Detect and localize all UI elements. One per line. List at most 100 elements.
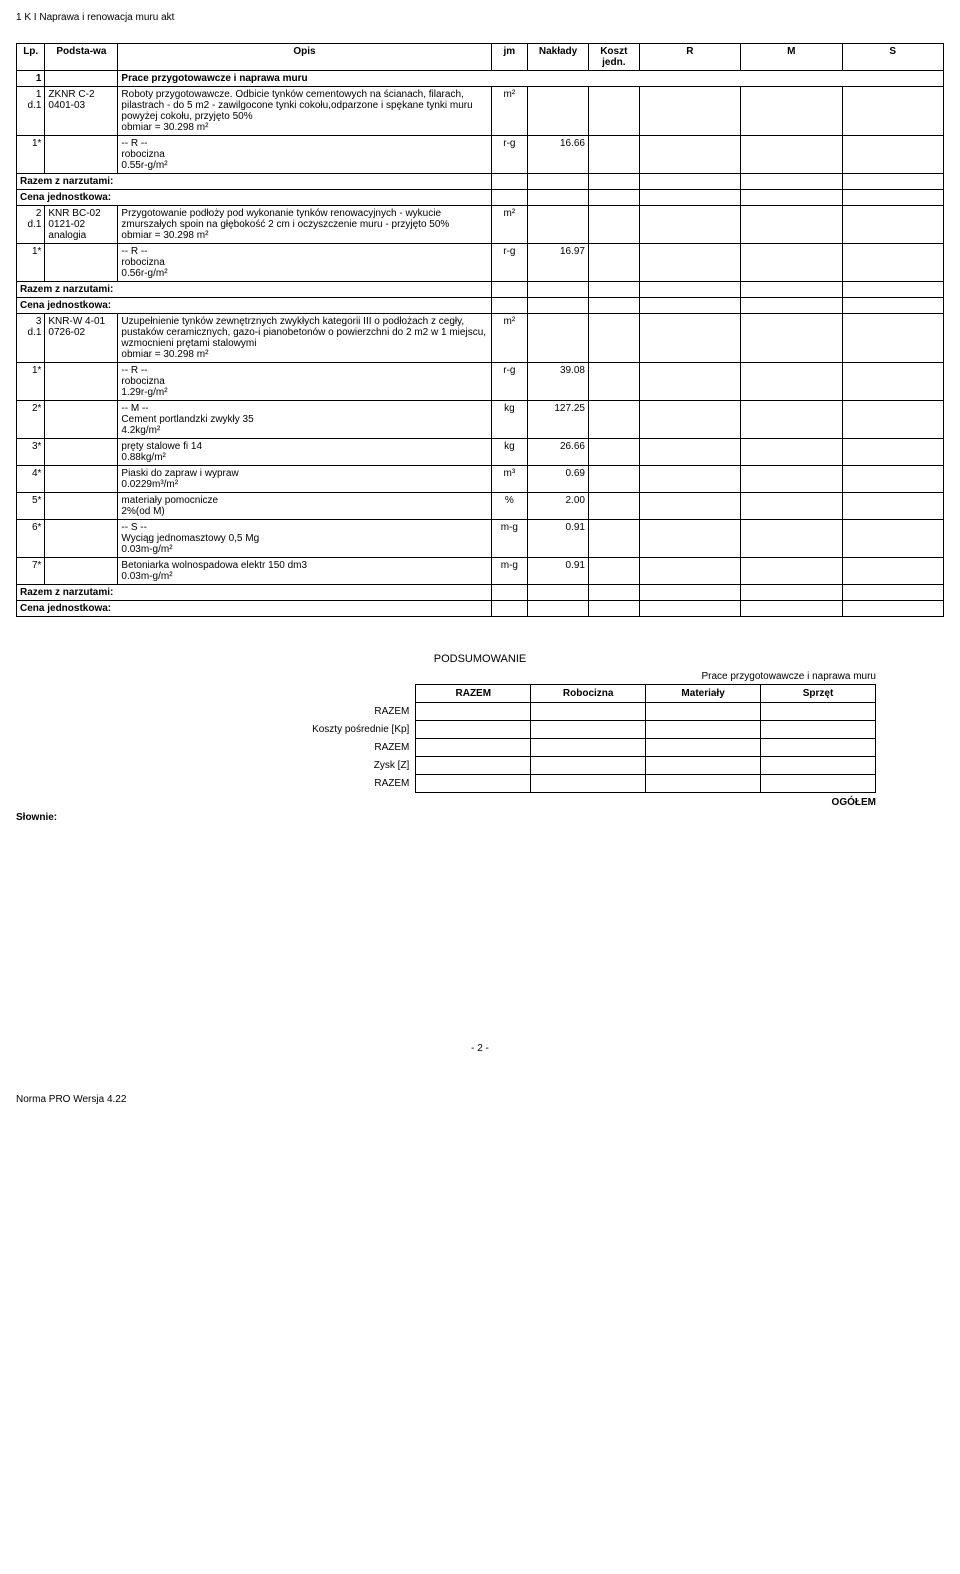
cell-jm: m-g xyxy=(491,558,528,585)
slownie-label: Słownie: xyxy=(16,812,944,823)
cena-label: Cena jednostkowa: xyxy=(17,298,492,314)
cost-table: Lp. Podsta-wa Opis jm Nakłady Koszt jedn… xyxy=(16,43,944,617)
cena-label: Cena jednostkowa: xyxy=(17,190,492,206)
cell-opis: -- R -- robocizna 1.29r-g/m² xyxy=(118,363,491,401)
row-label: Koszty pośrednie [Kp] xyxy=(256,721,416,739)
m-line: Cement portlandzki zwykły 35 xyxy=(121,414,253,425)
r-sub: 1.29r-g/m² xyxy=(121,387,167,398)
section-header: 1 Prace przygotowawcze i naprawa muru xyxy=(17,71,944,87)
cell-opis: -- R -- robocizna 0.56r-g/m² xyxy=(118,244,491,282)
r-header: -- R -- xyxy=(121,365,147,376)
row-label: RAZEM xyxy=(256,739,416,757)
cell-opis: -- M -- Cement portlandzki zwykły 35 4.2… xyxy=(118,401,491,439)
table-row: 2* -- M -- Cement portlandzki zwykły 35 … xyxy=(17,401,944,439)
r-sub: 0.55r-g/m² xyxy=(121,160,167,171)
summary-row: RAZEM xyxy=(256,703,876,721)
cena-row: Cena jednostkowa: xyxy=(17,190,944,206)
r-line: robocizna xyxy=(121,257,164,268)
cell-opis: -- R -- robocizna 0.55r-g/m² xyxy=(118,136,491,174)
cell-jm: m² xyxy=(491,314,528,363)
summary-row: RAZEM xyxy=(256,775,876,793)
summary-subtitle: Prace przygotowawcze i naprawa muru xyxy=(16,671,876,682)
footer-page-number: - 2 - xyxy=(16,1043,944,1054)
cell-lp: 7* xyxy=(17,558,45,585)
section-title: Prace przygotowawcze i naprawa muru xyxy=(118,71,944,87)
cell-lp: 2* xyxy=(17,401,45,439)
cell-podst: KNR-W 4-01 0726-02 xyxy=(45,314,118,363)
cell-lp: 1 d.1 xyxy=(17,87,45,136)
opis-obmiar: obmiar = 30.298 m² xyxy=(121,230,208,241)
m-sub: 0.0229m³/m² xyxy=(121,479,178,490)
cell-opis: Roboty przygotowawcze. Odbicie tynków ce… xyxy=(118,87,491,136)
cell-val: 0.69 xyxy=(528,466,589,493)
cell-jm: m² xyxy=(491,87,528,136)
cell-lp: 4* xyxy=(17,466,45,493)
m-line: Piaski do zapraw i wypraw xyxy=(121,468,238,479)
cena-label: Cena jednostkowa: xyxy=(17,601,492,617)
cell-jm: kg xyxy=(491,439,528,466)
s-line: Betoniarka wolnospadowa elektr 150 dm3 xyxy=(121,560,307,571)
ogolem-label: OGÓŁEM xyxy=(16,797,876,808)
opis-obmiar: obmiar = 30.298 m² xyxy=(121,122,208,133)
th-spr: Sprzęt xyxy=(761,685,876,703)
cell-jm: m² xyxy=(491,206,528,244)
cell-val: 0.91 xyxy=(528,520,589,558)
cell-podst: ZKNR C-2 0401-03 xyxy=(45,87,118,136)
cell-lp: 5* xyxy=(17,493,45,520)
table-header-row: Lp. Podsta-wa Opis jm Nakłady Koszt jedn… xyxy=(17,44,944,71)
cell-podst: KNR BC-02 0121-02 analogia xyxy=(45,206,118,244)
th-opis: Opis xyxy=(118,44,491,71)
th-lp: Lp. xyxy=(17,44,45,71)
table-row: 1* -- R -- robocizna 1.29r-g/m² r-g 39.0… xyxy=(17,363,944,401)
razem-label: Razem z narzutami: xyxy=(17,174,492,190)
summary-table: RAZEM Robocizna Materiały Sprzęt RAZEM K… xyxy=(256,684,876,793)
cell-jm: m³ xyxy=(491,466,528,493)
table-row: 3* pręty stalowe fi 14 0.88kg/m² kg 26.6… xyxy=(17,439,944,466)
razem-label: Razem z narzutami: xyxy=(17,282,492,298)
razem-row: Razem z narzutami: xyxy=(17,282,944,298)
cell-lp: 1* xyxy=(17,244,45,282)
cell-val: 2.00 xyxy=(528,493,589,520)
cell-val: 127.25 xyxy=(528,401,589,439)
row-label: Zysk [Z] xyxy=(256,757,416,775)
cell-jm: kg xyxy=(491,401,528,439)
m-sub: 0.88kg/m² xyxy=(121,452,165,463)
cell-lp: 2 d.1 xyxy=(17,206,45,244)
cell-opis: Piaski do zapraw i wypraw 0.0229m³/m² xyxy=(118,466,491,493)
cell-val: 16.97 xyxy=(528,244,589,282)
cell-val: 16.66 xyxy=(528,136,589,174)
th-rob: Robocizna xyxy=(531,685,646,703)
summary-row: Zysk [Z] xyxy=(256,757,876,775)
cell-lp: 3* xyxy=(17,439,45,466)
cell-lp: 1* xyxy=(17,363,45,401)
table-row: 1* -- R -- robocizna 0.55r-g/m² r-g 16.6… xyxy=(17,136,944,174)
th-s: S xyxy=(842,44,943,71)
table-row: 1 d.1 ZKNR C-2 0401-03 Roboty przygotowa… xyxy=(17,87,944,136)
table-row: 6* -- S -- Wyciąg jednomasztowy 0,5 Mg 0… xyxy=(17,520,944,558)
cell-val: 39.08 xyxy=(528,363,589,401)
cell-jm: % xyxy=(491,493,528,520)
table-row: 1* -- R -- robocizna 0.56r-g/m² r-g 16.9… xyxy=(17,244,944,282)
th-mat: Materiały xyxy=(646,685,761,703)
cell-lp: 6* xyxy=(17,520,45,558)
summary-header-row: RAZEM Robocizna Materiały Sprzęt xyxy=(256,685,876,703)
cell-val: 26.66 xyxy=(528,439,589,466)
th-m: M xyxy=(741,44,842,71)
section-num: 1 xyxy=(17,71,45,87)
r-line: robocizna xyxy=(121,376,164,387)
table-row: 7* Betoniarka wolnospadowa elektr 150 dm… xyxy=(17,558,944,585)
cell-lp: 3 d.1 xyxy=(17,314,45,363)
r-line: robocizna xyxy=(121,149,164,160)
cell-opis: Przygotowanie podłoży pod wykonanie tynk… xyxy=(118,206,491,244)
opis-obmiar: obmiar = 30.298 m² xyxy=(121,349,208,360)
m-line: materiały pomocnicze xyxy=(121,495,218,506)
th-naklady: Nakłady xyxy=(528,44,589,71)
cena-row: Cena jednostkowa: xyxy=(17,298,944,314)
cell-opis: Betoniarka wolnospadowa elektr 150 dm3 0… xyxy=(118,558,491,585)
table-row: 3 d.1 KNR-W 4-01 0726-02 Uzupełnienie ty… xyxy=(17,314,944,363)
table-row: 4* Piaski do zapraw i wypraw 0.0229m³/m²… xyxy=(17,466,944,493)
table-row: 2 d.1 KNR BC-02 0121-02 analogia Przygot… xyxy=(17,206,944,244)
th-r: R xyxy=(639,44,740,71)
opis-text: Uzupełnienie tynków zewnętrznych zwykłyc… xyxy=(121,316,486,349)
cell-jm: r-g xyxy=(491,244,528,282)
